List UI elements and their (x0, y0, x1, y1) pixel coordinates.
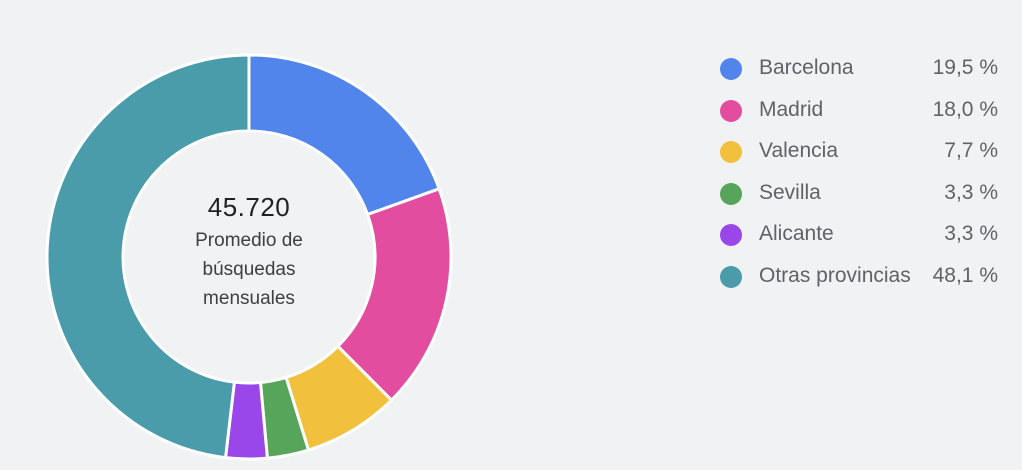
legend-item-barcelona[interactable]: Barcelona 19,5 % (720, 48, 1010, 90)
legend-item-valencia[interactable]: Valencia 7,7 % (720, 131, 1010, 173)
legend-value: 48,1 % (932, 263, 998, 287)
legend-item-sevilla[interactable]: Sevilla 3,3 % (720, 173, 1010, 215)
legend-value: 3,3 % (944, 222, 998, 245)
legend-label: Barcelona (759, 56, 854, 79)
legend-label: Madrid (759, 97, 824, 121)
legend-swatch (720, 224, 742, 246)
legend-label: Otras provincias (759, 263, 911, 287)
legend-label: Sevilla (759, 180, 821, 204)
legend-value: 7,7 % (944, 139, 998, 162)
legend-label: Valencia (759, 139, 838, 162)
legend-swatch (720, 99, 742, 122)
total-caption: Promedio de búsquedas mensuales (195, 230, 303, 309)
donut-chart (45, 53, 453, 461)
chart-legend: Barcelona 19,5 % Madrid 18,0 % Valencia 7,7 %… (720, 48, 1010, 297)
total-value: 45.720 (207, 192, 291, 222)
legend-value: 3,3 % (944, 180, 998, 204)
legend-label: Alicante (759, 222, 834, 245)
legend-item-madrid[interactable]: Madrid 18,0 % (720, 90, 1010, 132)
donut-slice-otras-provincias[interactable] (45, 53, 251, 460)
legend-swatch (720, 141, 742, 163)
legend-swatch (720, 182, 742, 205)
legend-value: 19,5 % (932, 56, 998, 79)
legend-swatch (720, 58, 742, 80)
legend-value: 18,0 % (932, 97, 998, 121)
legend-swatch (720, 265, 742, 288)
legend-item-otras-provincias[interactable]: Otras provincias 48,1 % (720, 256, 1010, 298)
donut-center-label: 45.720 Promedio de búsquedas mensuales (149, 190, 349, 313)
legend-item-alicante[interactable]: Alicante 3,3 % (720, 214, 1010, 256)
